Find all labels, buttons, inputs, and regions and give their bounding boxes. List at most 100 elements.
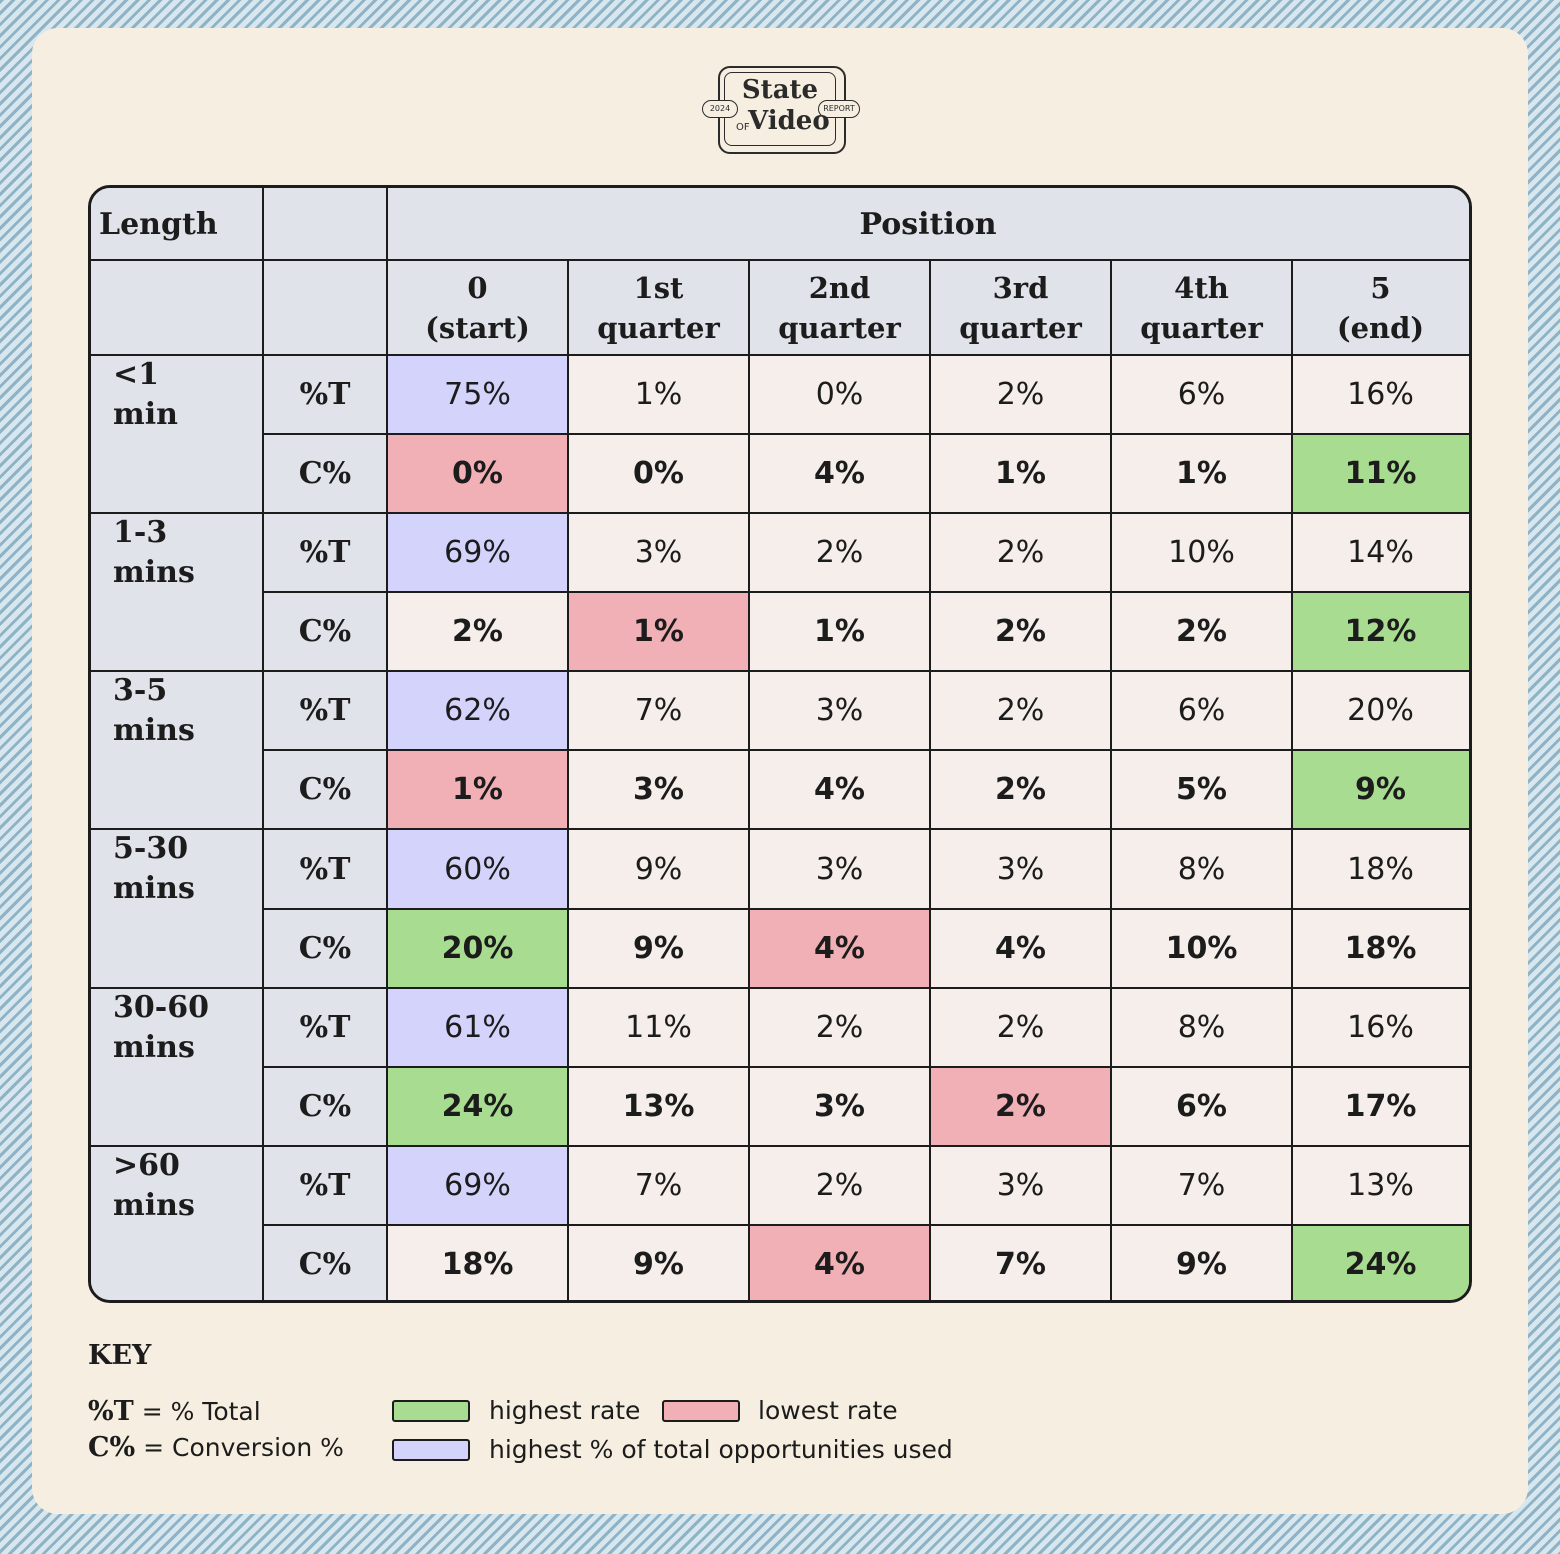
data-cell: 4% [749,434,930,513]
data-cell: 4% [930,909,1111,988]
data-cell: 69% [387,1145,568,1225]
logo-of: OF [736,122,750,133]
data-cell: 9% [568,829,749,908]
data-cell: 6% [1111,355,1292,434]
data-cell: 20% [1292,671,1469,750]
data-value: 7% [634,1167,683,1203]
metric-label-text: %T [299,693,351,729]
gridline [929,260,931,1300]
data-value: 13% [622,1088,695,1124]
row-group-label: <1 min [91,355,263,514]
metric-label-text: %T [299,535,351,571]
data-cell: 9% [1292,750,1469,830]
data-value: 2% [996,535,1045,571]
data-cell: 0% [568,434,749,513]
data-value: 75% [444,377,511,413]
data-value: 4% [814,456,865,492]
metric-label-text: %T [299,1167,351,1203]
data-value: 9% [634,851,683,887]
data-value: 2% [452,614,503,650]
data-cell: 5% [1111,750,1292,829]
data-cell: 3% [930,829,1111,908]
metric-label-text: %T [299,1009,351,1045]
data-value: 18% [441,1246,514,1282]
metric-label-text: C% [298,772,352,808]
data-cell: 10% [1111,513,1292,592]
data-cell: 16% [1292,988,1469,1067]
data-value: 2% [815,535,864,571]
data-value: 1% [633,614,684,650]
data-cell: 1% [930,434,1111,513]
data-value: 10% [1168,535,1235,571]
column-header-line1: 5 [1370,270,1391,305]
row-group-label-line1: >60 [113,1147,180,1183]
data-value: 60% [444,851,511,887]
row-group-label-line2: mins [113,1187,195,1223]
gridline [748,260,750,1300]
data-value: 2% [815,1167,864,1203]
data-cell: 60% [387,829,568,909]
data-cell: 2% [387,592,568,671]
metric-label-conversion: C% [263,750,387,830]
metric-label-text: %T [299,851,351,887]
data-cell: 10% [1111,909,1292,988]
data-cell: 2% [749,1146,930,1225]
data-cell: 3% [930,1146,1111,1225]
metric-label-text: C% [298,930,352,966]
data-value: 6% [1176,1088,1227,1124]
data-value: 3% [634,535,683,571]
conversion-table: Length Position 0 (start) 1st quarter 2nd quart… [88,185,1472,1303]
gridline [1291,260,1293,1300]
logo-year: 2024 [702,100,738,118]
data-cell: 7% [930,1225,1111,1300]
data-cell: 2% [930,592,1111,671]
data-value: 5% [1176,772,1227,808]
data-value: 9% [633,1246,684,1282]
data-cell: 7% [568,671,749,750]
row-group-label: 1-3 mins [91,513,263,672]
data-value: 4% [814,772,865,808]
data-cell: 11% [568,988,749,1067]
metric-label-conversion: C% [263,592,387,672]
data-cell: 4% [749,908,930,988]
data-value: 3% [633,772,684,808]
metric-label-total: %T [263,829,387,909]
data-cell: 24% [387,1066,568,1146]
data-cell: 2% [749,513,930,592]
data-value: 2% [996,377,1045,413]
data-cell: 17% [1292,1067,1469,1146]
key-total-abbr: %T [88,1396,134,1427]
data-cell: 61% [387,987,568,1067]
data-value: 14% [1347,535,1414,571]
data-cell: 3% [749,1067,930,1146]
metric-label-total: %T [263,987,387,1067]
data-cell: 0% [749,355,930,434]
column-header-line1: 4th [1174,270,1229,305]
state-of-video-logo: 2024 REPORT State OF Video [698,66,862,154]
gridline [263,907,1469,910]
gridline [567,260,569,1300]
data-value: 1% [634,377,683,413]
data-value: 20% [1347,693,1414,729]
row-group-label-line1: <1 [113,357,160,392]
column-header-2: 2nd quarter [749,260,930,355]
data-value: 1% [452,772,503,808]
gridline [262,188,264,1300]
data-cell: 9% [568,1225,749,1300]
data-cell: 13% [1292,1146,1469,1225]
data-value: 1% [814,614,865,650]
gridline [263,591,1469,594]
data-value: 69% [444,1167,511,1203]
row-group-label-line2: mins [113,1029,195,1065]
gridline [91,828,1469,831]
row-group-label: 5-30 mins [91,829,263,988]
data-value: 7% [995,1246,1046,1282]
data-cell: 2% [930,750,1111,829]
metric-label-total: %T [263,355,387,435]
data-cell: 3% [568,750,749,829]
data-cell: 0% [387,434,568,514]
data-cell: 16% [1292,355,1469,434]
data-value: 3% [815,693,864,729]
data-cell: 1% [749,592,930,671]
data-value: 2% [995,1088,1046,1124]
